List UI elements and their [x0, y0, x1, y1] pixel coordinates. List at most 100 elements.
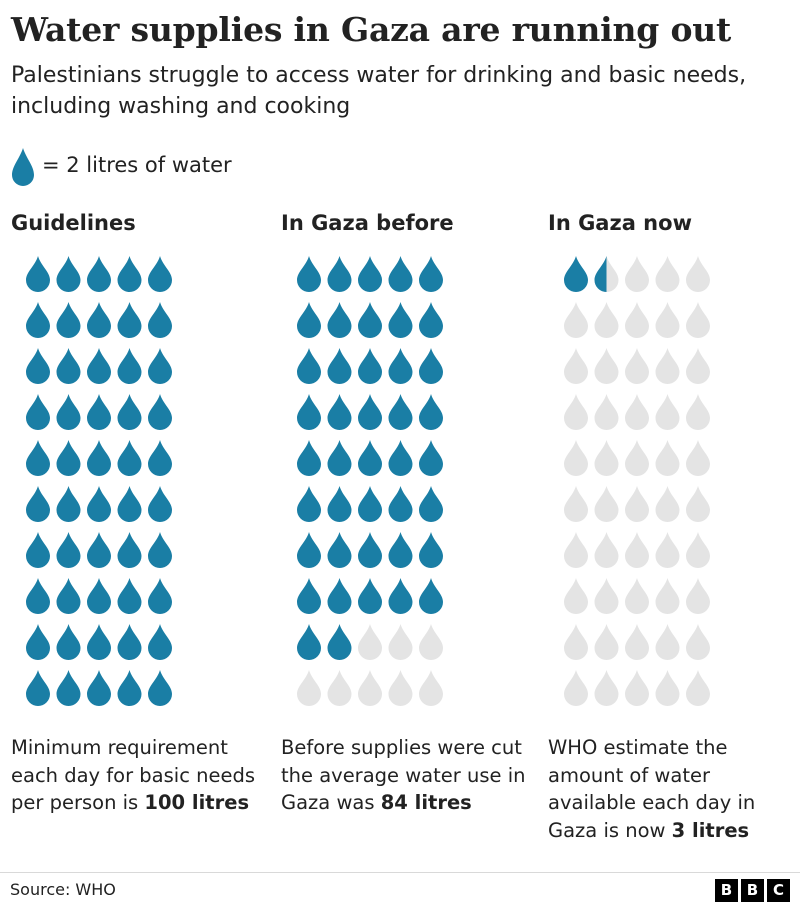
- water-drop-icon: [87, 578, 111, 614]
- water-drop-icon: [56, 670, 81, 706]
- water-drop-icon: [655, 670, 680, 706]
- pictograph-chart: [26, 256, 710, 706]
- water-drop-icon: [87, 624, 111, 660]
- water-drop-icon: [388, 670, 413, 706]
- water-drop-icon: [358, 670, 382, 706]
- water-drop-icon: [56, 486, 81, 522]
- water-drop-icon: [419, 486, 443, 522]
- water-drop-icon: [148, 670, 172, 706]
- water-drop-icon: [26, 302, 50, 338]
- water-drop-icon: [594, 486, 619, 522]
- logo-letter: B: [741, 879, 764, 902]
- water-drop-icon: [388, 486, 413, 522]
- drop-grid-0: [26, 256, 172, 706]
- water-drop-icon: [625, 302, 649, 338]
- water-drop-icon: [327, 532, 352, 568]
- column-title-gaza-before: In Gaza before: [281, 211, 454, 235]
- water-drop-icon: [327, 348, 352, 384]
- water-drop-icon: [564, 440, 588, 476]
- water-drop-icon: [686, 440, 710, 476]
- water-drop-icon: [358, 486, 382, 522]
- water-drop-icon: [26, 256, 50, 292]
- water-drop-icon: [297, 578, 321, 614]
- water-drop-icon: [388, 302, 413, 338]
- water-drop-icon: [655, 302, 680, 338]
- water-drop-icon: [655, 348, 680, 384]
- water-drop-icon: [686, 302, 710, 338]
- water-drop-icon: [419, 394, 443, 430]
- water-drop-icon: [388, 394, 413, 431]
- water-drop-icon: [686, 670, 710, 706]
- water-drop-icon: [297, 256, 321, 292]
- water-drop-icon: [358, 578, 382, 614]
- note-gaza-now: WHO estimate the amount of water availab…: [548, 734, 798, 844]
- column-title-gaza-now: In Gaza now: [548, 211, 692, 235]
- logo-letter: B: [715, 879, 738, 902]
- water-drop-icon: [655, 440, 680, 476]
- water-drop-icon: [655, 578, 680, 614]
- water-drop-icon: [686, 578, 710, 614]
- water-drop-icon: [594, 394, 619, 431]
- water-drop-icon: [686, 486, 710, 522]
- water-drop-icon: [148, 532, 172, 568]
- water-drop-icon: [56, 256, 81, 292]
- water-drop-partial-icon: [594, 256, 607, 292]
- water-drop-icon: [686, 532, 710, 568]
- water-drop-icon: [388, 578, 413, 614]
- footer-divider: [0, 872, 800, 873]
- water-drop-icon: [419, 440, 443, 476]
- water-drop-icon: [594, 440, 619, 476]
- drop-grid-2: [564, 256, 710, 706]
- water-drop-icon: [26, 624, 50, 660]
- water-drop-icon: [87, 394, 111, 430]
- water-drop-icon: [117, 624, 142, 660]
- water-drop-icon: [327, 670, 352, 706]
- bbc-logo: B B C: [715, 879, 790, 902]
- water-drop-icon: [358, 348, 382, 384]
- water-drop-icon: [26, 440, 50, 476]
- water-drop-icon: [56, 578, 81, 614]
- chart-subtitle: Palestinians struggle to access water fo…: [11, 63, 747, 119]
- logo-letter: C: [767, 879, 790, 902]
- water-drop-icon: [327, 578, 352, 614]
- water-drop-icon: [148, 440, 172, 476]
- water-drop-icon: [26, 578, 50, 614]
- water-drop-icon: [87, 302, 111, 338]
- water-drop-icon: [297, 302, 321, 338]
- water-drop-icon: [117, 394, 142, 431]
- source-text: Source: WHO: [10, 880, 116, 899]
- water-drop-icon: [297, 670, 321, 706]
- water-drop-icon: [594, 302, 619, 338]
- legend-text: = 2 litres of water: [42, 153, 232, 177]
- water-drop-icon: [655, 486, 680, 522]
- water-drop-icon: [297, 486, 321, 522]
- note-gaza-before: Before supplies were cut the average wat…: [281, 734, 531, 817]
- water-drop-icon: [117, 440, 142, 476]
- water-drop-icon: [87, 486, 111, 522]
- water-drop-icon: [388, 440, 413, 476]
- water-drop-icon: [148, 486, 172, 522]
- water-drop-icon: [564, 578, 588, 614]
- water-drop-icon: [419, 302, 443, 338]
- water-drop-icon: [358, 256, 382, 292]
- water-drop-icon: [388, 624, 413, 660]
- water-drop-icon: [117, 578, 142, 614]
- water-drop-icon: [148, 348, 172, 384]
- water-drop-icon: [358, 440, 382, 476]
- note-value: 100 litres: [144, 791, 250, 814]
- note-value: 3 litres: [671, 818, 750, 842]
- water-drop-icon: [594, 578, 619, 614]
- water-drop-icon: [117, 670, 142, 706]
- drop-grid-1: [297, 256, 443, 706]
- water-drop-icon: [625, 486, 649, 522]
- water-drop-icon: [419, 348, 443, 384]
- water-drop-icon: [358, 302, 382, 338]
- water-drop-icon: [655, 394, 680, 431]
- water-drop-icon: [594, 670, 619, 706]
- water-drop-icon: [26, 670, 50, 706]
- water-drop-icon: [56, 302, 81, 338]
- note-text: Minimum requirement each day for basic n…: [11, 736, 256, 814]
- water-drop-icon: [87, 670, 111, 706]
- water-drop-icon: [564, 348, 588, 384]
- water-drop-icon: [87, 440, 111, 476]
